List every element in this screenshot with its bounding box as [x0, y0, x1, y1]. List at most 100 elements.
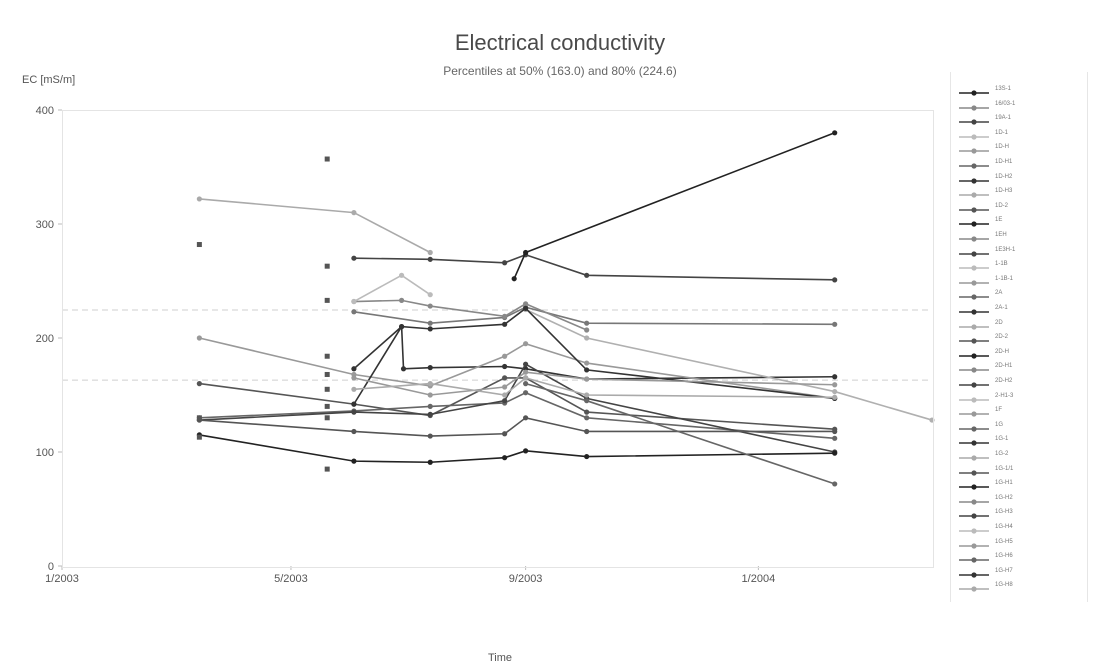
data-point [832, 428, 838, 435]
data-point [427, 392, 433, 398]
data-point [351, 409, 357, 415]
data-point [832, 321, 838, 327]
legend-label: 2D-2 [995, 334, 1009, 341]
legend-swatch [959, 382, 989, 388]
data-point [523, 415, 529, 421]
legend-label: 2D-H1 [995, 363, 1013, 370]
legend-swatch [959, 309, 989, 315]
legend-item: 1G-H1 [959, 480, 1083, 494]
legend-swatch [959, 250, 989, 257]
legend-label: 1D-H1 [995, 159, 1013, 165]
legend-item: 2-H1-3 [959, 393, 1083, 407]
legend-label: 1G-H8 [995, 582, 1013, 589]
legend-swatch [959, 455, 989, 461]
data-point [324, 297, 330, 303]
legend-item: 2A [959, 290, 1083, 304]
data-point [427, 292, 433, 298]
data-point [196, 196, 202, 202]
data-point [196, 335, 202, 341]
y-axis-label: EC [mS/m] [22, 74, 76, 86]
legend-item: 1G-H6 [959, 553, 1083, 567]
data-point [351, 401, 357, 407]
data-point [427, 459, 433, 465]
legend-label: 2D-H2 [995, 378, 1013, 384]
legend-swatch [959, 557, 989, 563]
series-line [353, 306, 835, 326]
data-point [324, 353, 330, 359]
legend-swatch [959, 119, 989, 125]
data-point [523, 390, 529, 396]
legend-label: 1G [995, 421, 1004, 428]
legend-item: 1G-H7 [959, 568, 1083, 582]
legend-swatch [959, 542, 989, 549]
legend-item: 1G-H4 [959, 524, 1083, 538]
legend-label: 1D-1 [995, 129, 1009, 136]
x-tick-label: 1/2004 [742, 573, 776, 585]
series-line [353, 299, 587, 331]
legend-item: 1D-H2 [959, 174, 1083, 188]
legend-swatch [959, 513, 989, 519]
legend-item: 1G-1 [959, 436, 1083, 450]
legend-swatch [959, 499, 989, 505]
data-point [832, 388, 838, 395]
legend-item: 1G-H5 [959, 539, 1083, 553]
data-point [584, 415, 590, 421]
legend-swatch [959, 367, 989, 373]
data-point [427, 249, 433, 256]
data-point [196, 242, 202, 248]
legend-swatch [959, 484, 989, 490]
data-point [523, 341, 529, 347]
data-point [502, 363, 508, 370]
data-point [584, 272, 590, 278]
legend-item: 13S-1 [959, 86, 1083, 100]
data-point [351, 255, 357, 261]
data-point [832, 382, 838, 388]
legend-label: 1F [995, 407, 1003, 414]
data-point [523, 448, 529, 454]
y-tick-label: 0 [48, 561, 54, 573]
data-point [502, 431, 508, 437]
legend-item: 2D [959, 320, 1083, 334]
data-point [427, 365, 433, 371]
legend-swatch [959, 586, 989, 592]
data-point [584, 327, 590, 333]
data-point [584, 409, 590, 415]
legend-label: 2A-1 [995, 305, 1008, 311]
data-point [351, 375, 357, 381]
series-line [525, 308, 933, 421]
data-point [584, 335, 590, 341]
legend-item: 1D-2 [959, 203, 1083, 217]
data-point [502, 313, 508, 319]
data-point [324, 156, 330, 162]
y-tick-label: 200 [36, 333, 54, 345]
data-point [523, 249, 529, 256]
y-tick-label: 300 [36, 219, 54, 231]
x-tick-label: 9/2003 [509, 573, 543, 585]
legend-item: 1D-1 [959, 130, 1083, 144]
data-point [523, 381, 529, 387]
legend-swatch [959, 338, 989, 344]
legend-item: 1E3H-1 [959, 247, 1083, 261]
data-point [351, 298, 357, 305]
data-point [196, 381, 202, 387]
legend-label: 1G-1 [995, 436, 1009, 443]
chart-title: Electrical conductivity [454, 30, 666, 55]
legend-swatch [959, 280, 989, 286]
data-point [832, 130, 838, 136]
data-point [427, 303, 433, 309]
series-line [199, 198, 431, 254]
legend-label: 16/03-1 [995, 100, 1016, 107]
legend-label: 2D-H [995, 348, 1010, 355]
legend-label: 2A [995, 290, 1003, 297]
data-point [351, 366, 357, 372]
data-point [584, 428, 590, 435]
legend-swatch [959, 411, 989, 417]
legend-label: 1G-1/1 [995, 465, 1014, 472]
legend-swatch [959, 353, 989, 359]
legend-swatch [959, 134, 989, 140]
legend-swatch [959, 177, 989, 184]
data-point [427, 326, 433, 332]
legend-swatch [959, 192, 989, 198]
x-tick-label: 5/2003 [274, 573, 308, 585]
legend-label: 19A-1 [995, 115, 1012, 122]
